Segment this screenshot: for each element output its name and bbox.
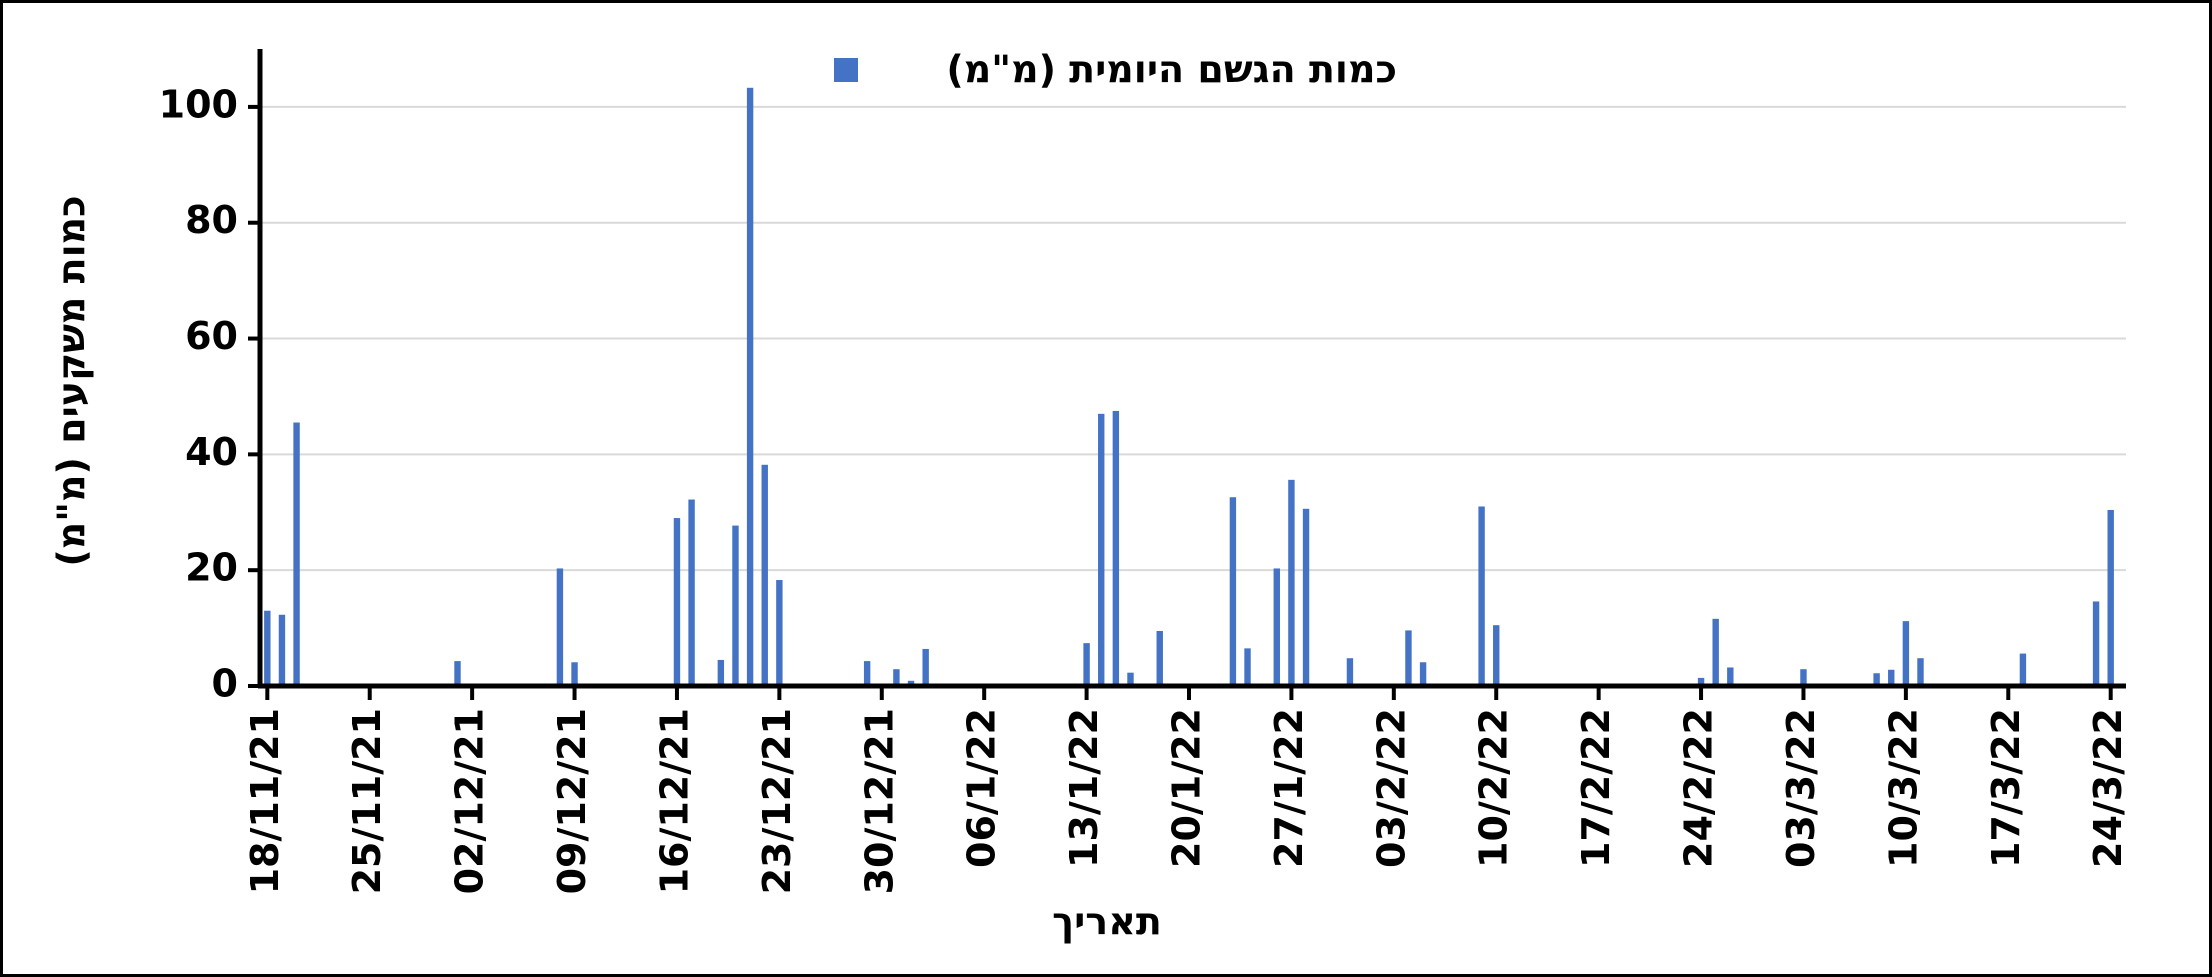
x-tick-label: 02/12/21	[448, 708, 492, 894]
bar	[1098, 413, 1105, 686]
x-tick-label: 13/1/22	[1062, 708, 1106, 868]
x-tick-label: 17/2/22	[1574, 708, 1618, 868]
bar	[776, 580, 783, 686]
x-tick-label: 25/11/21	[345, 708, 389, 894]
bar	[922, 648, 929, 686]
legend-swatch	[834, 58, 858, 82]
bar	[264, 610, 271, 686]
y-tick-label: 100	[159, 82, 238, 126]
bar	[688, 499, 695, 686]
bar	[863, 661, 871, 686]
bar	[1302, 508, 1310, 686]
bar	[1902, 621, 1910, 686]
bar	[1478, 506, 1485, 686]
x-tick-label: 10/2/22	[1472, 708, 1516, 868]
bar	[1229, 497, 1237, 686]
bar	[454, 661, 461, 686]
x-axis-title: תאריך	[1052, 900, 1162, 944]
bar	[556, 568, 564, 686]
bar	[1697, 677, 1705, 686]
bar	[1712, 618, 1719, 686]
x-tick-label: 23/12/21	[755, 708, 799, 894]
x-tick-label: 17/3/22	[1984, 708, 2028, 868]
bar	[761, 464, 768, 686]
bar	[1873, 673, 1880, 686]
bar	[1083, 643, 1090, 686]
bar	[1244, 648, 1251, 686]
bar	[1405, 630, 1412, 686]
bar	[571, 662, 578, 686]
y-tick-label: 20	[185, 546, 238, 590]
bar	[1127, 672, 1134, 686]
x-tick-label: 20/1/22	[1165, 708, 1209, 868]
x-tick-label: 09/12/21	[550, 708, 594, 894]
bar	[746, 87, 754, 687]
bar	[2092, 601, 2100, 686]
x-tick-label: 10/3/22	[1881, 708, 1925, 868]
x-tick-label: 03/2/22	[1369, 708, 1413, 868]
bar	[1156, 630, 1163, 686]
bar	[1273, 568, 1280, 686]
bar	[1917, 658, 1924, 686]
bar	[2019, 653, 2027, 686]
x-tick-label: 24/2/22	[1677, 708, 1721, 868]
bar	[2107, 509, 2114, 686]
bar	[1800, 669, 1807, 686]
bar	[1288, 479, 1295, 686]
x-tick-label: 24/3/22	[2086, 708, 2130, 868]
bar	[1727, 667, 1734, 686]
bar	[673, 518, 681, 686]
bar	[278, 614, 286, 686]
x-tick-label: 27/1/22	[1267, 708, 1311, 868]
y-tick-label: 40	[185, 430, 238, 474]
x-tick-label: 03/3/22	[1779, 708, 1823, 868]
legend-label: כמות הגשם היומית (מ"מ)	[946, 48, 1397, 92]
y-axis-title: כמות משקעים (מ"מ)	[50, 195, 94, 566]
bar	[732, 525, 739, 686]
bar	[1346, 658, 1354, 686]
bar	[893, 669, 900, 686]
bar	[1493, 625, 1500, 686]
bar	[1419, 662, 1427, 686]
bar	[293, 422, 300, 686]
bar	[717, 659, 725, 686]
y-tick-label: 0	[212, 662, 238, 706]
x-tick-label: 16/12/21	[652, 708, 696, 894]
y-tick-label: 80	[185, 198, 238, 242]
bar	[1888, 669, 1895, 686]
bar	[1112, 410, 1120, 686]
x-tick-label: 06/1/22	[960, 708, 1004, 868]
y-tick-label: 60	[185, 314, 238, 358]
bar	[907, 680, 915, 686]
x-tick-label: 30/12/21	[857, 708, 901, 894]
x-tick-label: 18/11/21	[243, 708, 287, 894]
